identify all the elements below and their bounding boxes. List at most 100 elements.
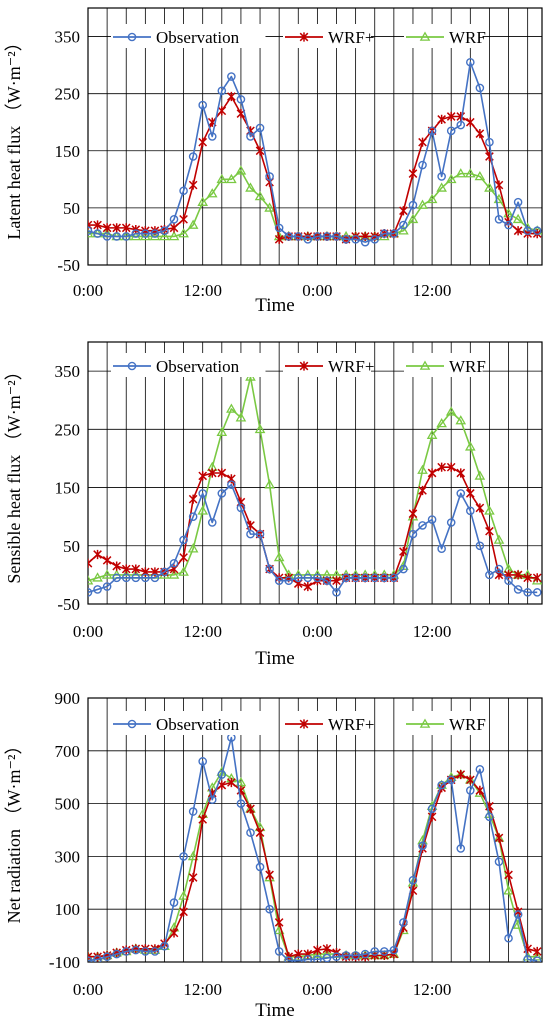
data-point: [408, 169, 418, 179]
data-point: [437, 780, 446, 790]
data-point: [197, 196, 209, 206]
data-point: [255, 146, 265, 156]
data-point: [464, 168, 476, 178]
x-axis-label: Time: [255, 648, 294, 669]
series-wrf-: [88, 462, 542, 592]
data-point: [265, 870, 274, 880]
y-tick-label: 700: [55, 742, 81, 761]
legend-marker: [127, 719, 137, 729]
data-point: [198, 489, 207, 498]
data-point: [455, 168, 467, 178]
data-point: [265, 904, 274, 914]
data-point: [341, 951, 351, 960]
data-point: [88, 558, 93, 568]
data-point: [417, 199, 428, 209]
data-point: [465, 775, 475, 785]
y-tick-label: -100: [49, 953, 80, 972]
data-point: [245, 182, 256, 192]
data-point: [464, 441, 476, 451]
data-point: [465, 488, 475, 498]
data-point: [475, 541, 485, 551]
data-point: [427, 515, 437, 524]
x-tick-label: 12:00: [413, 622, 452, 641]
x-tick-label: 0:00: [73, 281, 103, 300]
data-point: [121, 564, 131, 574]
data-point: [102, 952, 112, 962]
data-point: [437, 114, 446, 124]
x-tick-label: 12:00: [183, 281, 222, 300]
data-point: [160, 567, 169, 577]
data-point: [493, 534, 505, 544]
data-point: [88, 575, 94, 585]
y-tick-label: 150: [55, 479, 81, 498]
data-point: [466, 57, 475, 67]
data-point: [446, 775, 456, 785]
data-point: [198, 100, 207, 110]
data-point: [426, 193, 438, 204]
data-point: [399, 206, 408, 216]
data-point: [159, 230, 170, 241]
data-point: [207, 468, 217, 478]
data-point: [178, 890, 189, 900]
legend-marker: [299, 32, 309, 42]
legend-bg: [404, 711, 483, 735]
data-point: [485, 526, 494, 536]
data-point: [475, 129, 485, 139]
y-axis-label: Net radiation （W·m⁻²）: [4, 737, 24, 924]
series-line: [88, 773, 538, 958]
data-point: [235, 412, 247, 422]
series-line: [88, 376, 538, 582]
y-tick-label: -50: [57, 256, 80, 275]
legend-bg: [111, 711, 266, 735]
data-point: [532, 956, 542, 962]
data-point: [456, 111, 466, 122]
data-point: [264, 202, 275, 212]
data-point: [322, 576, 332, 586]
x-tick-label: 0:00: [302, 622, 332, 641]
legend-marker: [419, 718, 431, 728]
series-observation: [88, 57, 542, 247]
y-axis-label: Latent heat flux （W·m⁻²）: [4, 33, 24, 239]
data-point: [494, 180, 504, 190]
data-point: [102, 232, 112, 241]
data-point: [112, 573, 121, 583]
data-point: [351, 234, 360, 244]
data-point: [284, 576, 294, 586]
data-point: [360, 573, 370, 583]
data-point: [418, 521, 427, 530]
legend-marker: [127, 361, 137, 371]
data-point: [456, 844, 466, 853]
data-point: [437, 544, 446, 553]
data-point: [150, 573, 160, 583]
data-point: [131, 564, 141, 574]
data-point: [197, 505, 209, 515]
data-point: [475, 503, 485, 513]
data-point: [254, 190, 266, 201]
data-point: [379, 229, 389, 238]
data-point: [446, 518, 456, 527]
y-tick-label: 500: [55, 795, 81, 814]
data-point: [217, 86, 227, 96]
data-point: [160, 226, 169, 236]
data-point: [141, 947, 150, 956]
series-observation: [88, 733, 542, 962]
x-tick-label: 0:00: [302, 281, 332, 300]
data-point: [418, 137, 427, 147]
chart-panel-1: -50 50 150 250 350 0:00 12:00 0:00 12:00 Time Late…: [4, 7, 543, 316]
data-point: [494, 564, 504, 574]
data-point: [179, 535, 188, 545]
data-point: [446, 111, 456, 122]
legend: Observation WRF+ WRF: [111, 353, 486, 377]
data-point: [293, 956, 303, 962]
data-point: [93, 955, 102, 962]
data-point: [92, 572, 103, 582]
x-tick-label: 12:00: [413, 980, 452, 999]
data-point: [88, 226, 93, 236]
data-point: [179, 907, 188, 917]
data-point: [255, 828, 265, 838]
data-point: [265, 172, 274, 181]
data-point: [485, 812, 494, 822]
data-point: [274, 234, 284, 244]
data-point: [255, 862, 265, 872]
data-point: [246, 529, 255, 539]
